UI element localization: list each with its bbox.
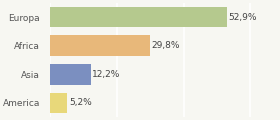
Text: 52,9%: 52,9% xyxy=(228,13,257,22)
Text: 29,8%: 29,8% xyxy=(151,41,180,50)
Text: 12,2%: 12,2% xyxy=(92,70,121,79)
Bar xyxy=(50,93,67,113)
Bar xyxy=(50,35,150,56)
Text: 5,2%: 5,2% xyxy=(69,98,92,107)
Bar xyxy=(50,7,227,27)
Bar xyxy=(50,64,91,85)
